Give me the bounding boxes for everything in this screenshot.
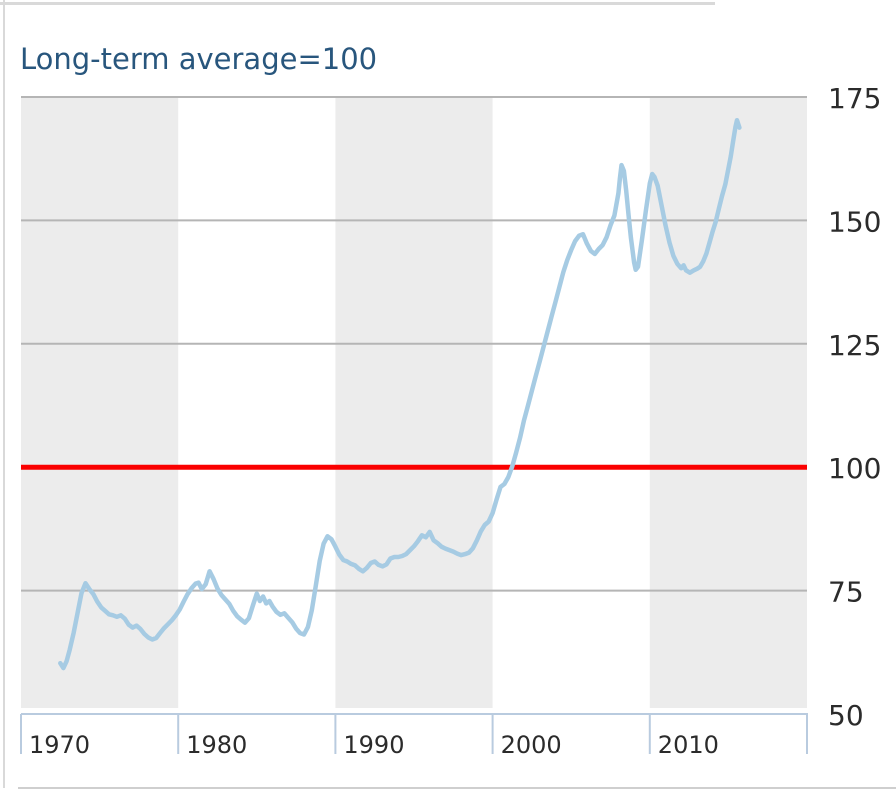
y-tick-label: 100 <box>828 452 881 485</box>
y-tick-label: 175 <box>828 82 881 115</box>
chart-title: Long-term average=100 <box>20 42 378 76</box>
y-tick-label: 75 <box>828 576 864 609</box>
y-tick-label: 125 <box>828 329 881 362</box>
frame-border-left <box>3 0 5 788</box>
x-tick-label: 2000 <box>501 731 562 759</box>
x-tick-label: 1970 <box>29 731 90 759</box>
decade-band <box>21 97 179 708</box>
x-tick-label: 1980 <box>186 731 247 759</box>
frame-border-top <box>0 2 715 5</box>
y-tick-label: 50 <box>828 699 864 732</box>
decade-band <box>335 97 493 708</box>
y-tick-label: 150 <box>828 205 881 238</box>
decade-band <box>649 97 807 708</box>
x-tick-label: 1990 <box>343 731 404 759</box>
frame-border-bottom <box>18 787 896 789</box>
x-tick-label: 2010 <box>658 731 719 759</box>
index-line <box>58 117 742 671</box>
